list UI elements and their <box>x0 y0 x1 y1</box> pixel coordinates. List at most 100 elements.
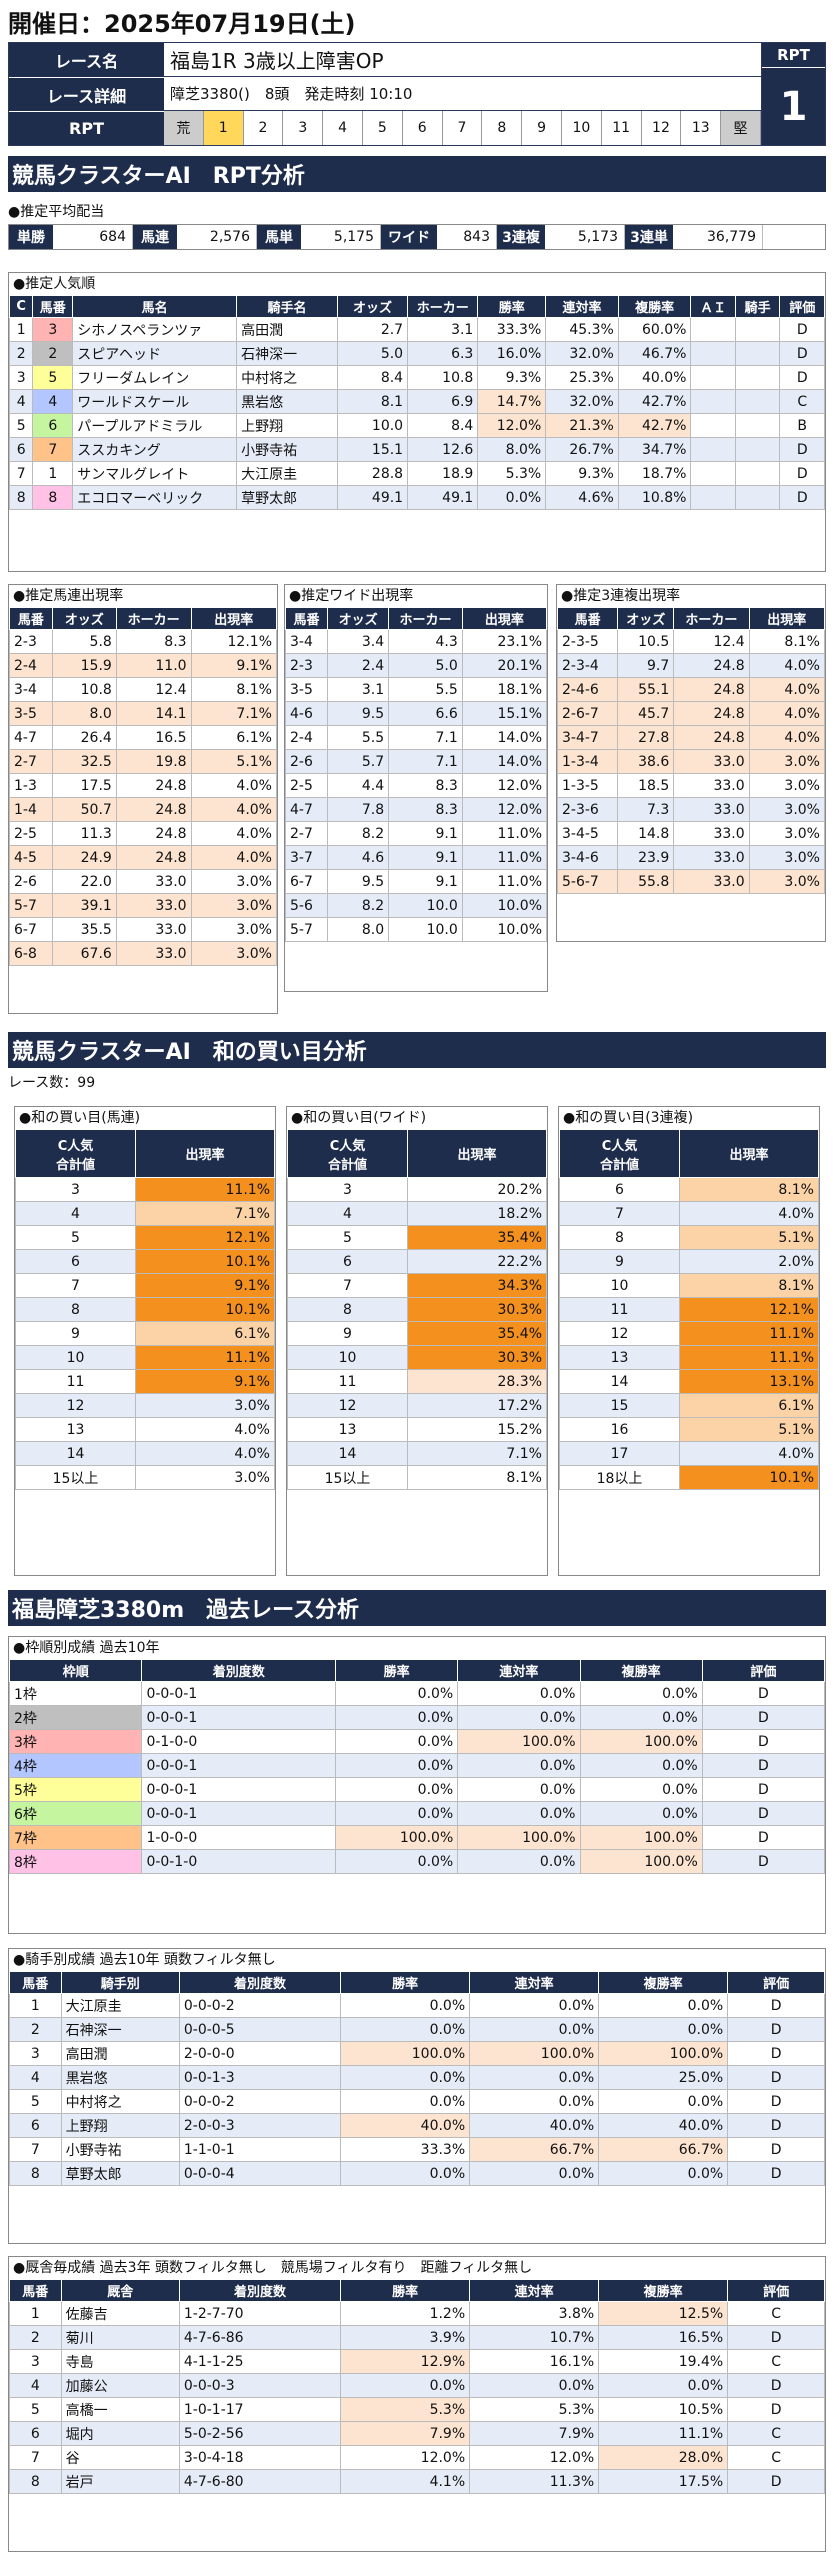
wa_umaren-row: 7 9.1% <box>15 1273 275 1298</box>
sanrenpuku-cell: 4.0% <box>748 653 826 678</box>
waku-cell: 0.0% <box>457 1801 581 1826</box>
sanrenpuku-table: 馬番 オッズ ホーカー 出現率 2-3-5 10.5 12.4 8.1% 2-3-4 9.7 24.… <box>556 607 826 894</box>
jockey-cell: 中村将之 <box>60 2089 180 2114</box>
wide-cell: 9.1 <box>388 869 463 894</box>
wa_sanren-sum: 15 <box>559 1393 680 1418</box>
umaren-cell: 3-4 <box>9 677 53 702</box>
waku-cell: D <box>701 1681 826 1706</box>
wa_sanren-rate: 8.1% <box>679 1273 819 1298</box>
wide-cell: 20.1% <box>461 653 548 678</box>
umaren-cell: 14.1 <box>115 701 192 726</box>
jockey-cell: 0.0% <box>340 2065 471 2090</box>
umaren-cell: 4.0% <box>190 797 278 822</box>
wa_sanren-row: 16 5.1% <box>559 1417 819 1442</box>
umaren-row: 3-4 10.8 12.4 8.1% <box>9 677 278 702</box>
rpt-scale-cell: 5 <box>363 111 403 145</box>
jockey-cell: 0.0% <box>598 2017 729 2042</box>
sanrenpuku-cell: 9.7 <box>617 653 675 678</box>
wa_wide-sum: 4 <box>287 1201 408 1226</box>
popularity-cell: エコロマーベリック <box>72 485 238 510</box>
stable-cell: 4 <box>9 2373 62 2398</box>
wa_wide-row: 6 22.2% <box>287 1249 547 1274</box>
sanrenpuku-cell: 12.4 <box>673 629 750 654</box>
popularity-box: ●推定人気順 C 馬番 馬名 騎手名 オッズ ホーカー 勝率 連対率 複勝率 ＡＩ 騎手 評価 1 3 シホ… <box>8 272 826 572</box>
popularity-cell <box>734 317 781 342</box>
popularity-cell: スピアヘッド <box>72 341 238 366</box>
stable-cell: 7 <box>9 2445 62 2470</box>
jockey-row: 3 高田潤 2-0-0-0 100.0% 100.0% 100.0% D <box>9 2041 825 2066</box>
wa_wide-row: 10 30.3% <box>287 1345 547 1370</box>
jockey-cell: D <box>727 2065 825 2090</box>
stable-cell: 12.9% <box>340 2349 471 2374</box>
wide-cell: 12.0% <box>461 773 548 798</box>
wa_sanren-sum: 9 <box>559 1249 680 1274</box>
sanrenpuku-header: 出現率 <box>748 607 826 630</box>
wa_umaren-row: 13 4.0% <box>15 1417 275 1442</box>
popularity-cell <box>734 365 781 390</box>
wa_wide-sum: 5 <box>287 1225 408 1250</box>
waku-cell: D <box>701 1801 826 1826</box>
wa_wide-rate: 30.3% <box>407 1345 547 1370</box>
jockey-cell: 高田潤 <box>60 2041 180 2066</box>
umaren-row: 5-7 39.1 33.0 3.0% <box>9 893 278 918</box>
race-count: レース数：99 <box>8 1075 96 1091</box>
umaren-cell: 9.1% <box>190 653 278 678</box>
jockey-cell: 0-0-0-4 <box>178 2161 342 2186</box>
popularity-row: 1 3 シホノスペランツァ 高田潤 2.7 3.1 33.3% 45.3% 60.0% D <box>8 317 825 342</box>
umaren-header: 出現率 <box>190 607 278 630</box>
waku-cell: 0.0% <box>457 1777 581 1802</box>
umaren-row: 2-3 5.8 8.3 12.1% <box>9 629 278 654</box>
umaren-cell: 11.3 <box>51 821 117 846</box>
stable-cell: 5.3% <box>340 2397 471 2422</box>
popularity-cell: 2 <box>32 341 74 366</box>
stable-cell: 11.1% <box>598 2421 729 2446</box>
umaren-row: 2-6 22.0 33.0 3.0% <box>9 869 278 894</box>
wide-cell: 23.1% <box>461 629 548 654</box>
wa_umaren-sum: 4 <box>15 1201 136 1226</box>
waku-cell: 0.0% <box>334 1777 459 1802</box>
wide-row: 3-7 4.6 9.1 11.0% <box>284 845 548 870</box>
popularity-row: 2 2 スピアヘッド 石神深一 5.0 6.3 16.0% 32.0% 46.7% D <box>8 341 825 366</box>
popularity-cell: 小野寺祐 <box>236 437 338 462</box>
popularity-cell: 3.1 <box>407 317 479 342</box>
sanrenpuku-cell: 1-3-4 <box>556 749 619 774</box>
wide-cell: 2-5 <box>284 773 329 798</box>
sanrenpuku-row: 1-3-4 38.6 33.0 3.0% <box>556 749 826 774</box>
popularity-cell: シホノスペランツァ <box>72 317 238 342</box>
rpt-scale-cell: 荒 <box>164 111 204 145</box>
jockey-cell: 4 <box>9 2065 62 2090</box>
waku-cell: 0.0% <box>334 1753 459 1778</box>
stable-cell: 岩戸 <box>60 2469 180 2494</box>
stable-header: 着別度数 <box>178 2279 342 2302</box>
wa_sanren-row: 11 12.1% <box>559 1297 819 1322</box>
wa_sanren-sum: 11 <box>559 1297 680 1322</box>
umaren-caption: ●推定馬連出現率 <box>13 588 124 604</box>
wide-cell: 9.5 <box>327 869 390 894</box>
waku-cell: D <box>701 1825 826 1850</box>
wa_wide-row: 11 28.3% <box>287 1369 547 1394</box>
stable-cell: D <box>727 2469 825 2494</box>
jockey-cell: 0.0% <box>469 1993 600 2018</box>
popularity-cell: 9.3% <box>545 461 619 486</box>
jockey-cell: D <box>727 2017 825 2042</box>
wide-cell: 8.0 <box>327 917 390 942</box>
popularity-cell: 33.3% <box>477 317 547 342</box>
jockey-cell: 40.0% <box>598 2113 729 2138</box>
stable-row: 1 佐藤吉 1-2-7-70 1.2% 3.8% 12.5% C <box>9 2301 825 2326</box>
jockey-cell: 6 <box>9 2113 62 2138</box>
popularity-cell: 10.8% <box>617 485 692 510</box>
waku-cell: 1-0-0-0 <box>141 1825 336 1850</box>
umaren-row: 6-8 67.6 33.0 3.0% <box>9 941 278 966</box>
wa_umaren-rate: 9.1% <box>135 1273 275 1298</box>
popularity-cell: 6 <box>32 413 74 438</box>
sanrenpuku-cell: 3-4-5 <box>556 821 619 846</box>
wa_wide-sum: 3 <box>287 1177 408 1202</box>
stable-cell: 佐藤吉 <box>60 2301 180 2326</box>
jockey-cell: 0-0-0-2 <box>178 1993 342 2018</box>
waku-header: 連対率 <box>457 1659 581 1682</box>
payout-key: 馬単 <box>257 225 301 249</box>
jockey-cell: D <box>727 2161 825 2186</box>
waku-cell: 0.0% <box>579 1681 703 1706</box>
wa_umaren-sum: 3 <box>15 1177 136 1202</box>
stable-cell: 12.5% <box>598 2301 729 2326</box>
